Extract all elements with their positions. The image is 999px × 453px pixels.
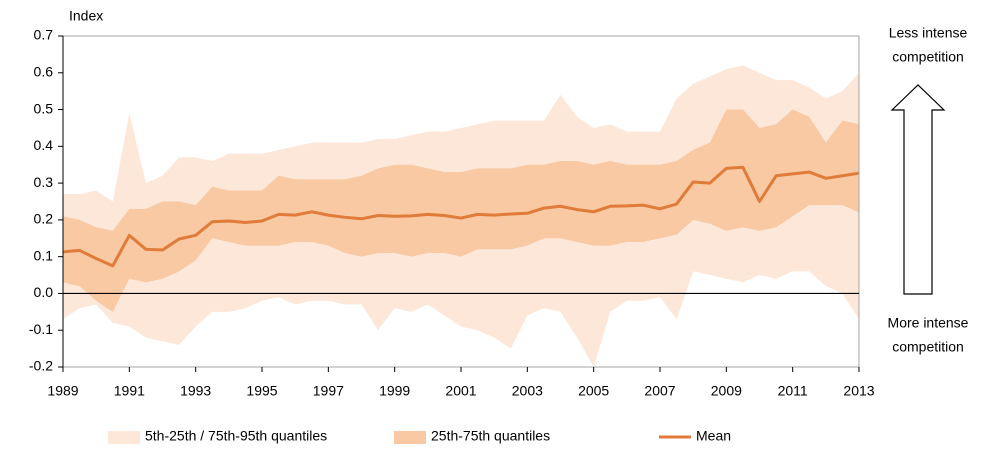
y-tick-label: -0.1: [29, 321, 53, 337]
y-tick-label: 0.6: [34, 63, 54, 79]
x-tick-label: 2009: [711, 383, 742, 399]
x-tick-label: 1989: [47, 383, 78, 399]
annotation-top-1: Less intense: [889, 25, 968, 41]
x-tick-label: 2001: [445, 383, 476, 399]
y-tick-label: 0.0: [34, 284, 54, 300]
y-tick-label: 0.2: [34, 211, 54, 227]
legend-swatch: [394, 431, 426, 444]
x-tick-label: 2007: [644, 383, 675, 399]
x-tick-label: 1997: [313, 383, 344, 399]
x-tick-label: 2013: [843, 383, 874, 399]
y-tick-label: 0.1: [34, 247, 54, 263]
annotation-bottom-1: More intense: [888, 315, 969, 331]
annotation-top-2: competition: [892, 49, 964, 65]
x-tick-label: 2005: [578, 383, 609, 399]
y-tick-label: 0.3: [34, 174, 54, 190]
y-tick-label: 0.5: [34, 100, 54, 116]
quantile-band: [63, 109, 859, 312]
x-tick-label: 1999: [379, 383, 410, 399]
y-axis-label: Index: [69, 8, 103, 24]
x-tick-label: 2011: [778, 383, 808, 399]
arrow: [890, 84, 946, 295]
y-tick-label: 0.4: [34, 137, 54, 153]
x-tick-label: 1991: [114, 383, 145, 399]
legend-label: 5th-25th / 75th-95th quantiles: [145, 428, 327, 444]
mean-line: [62, 165, 860, 268]
x-tick-label: 1995: [246, 383, 277, 399]
x-tick-label: 2003: [512, 383, 543, 399]
y-tick-label: 0.7: [34, 27, 54, 43]
x-tick-label: 1993: [180, 383, 211, 399]
legend-label: 25th-75th quantiles: [431, 428, 550, 444]
y-tick-label: -0.2: [29, 358, 53, 374]
legend-label: Mean: [696, 428, 731, 444]
annotation-bottom-2: competition: [892, 339, 964, 355]
legend-swatch: [108, 431, 140, 444]
